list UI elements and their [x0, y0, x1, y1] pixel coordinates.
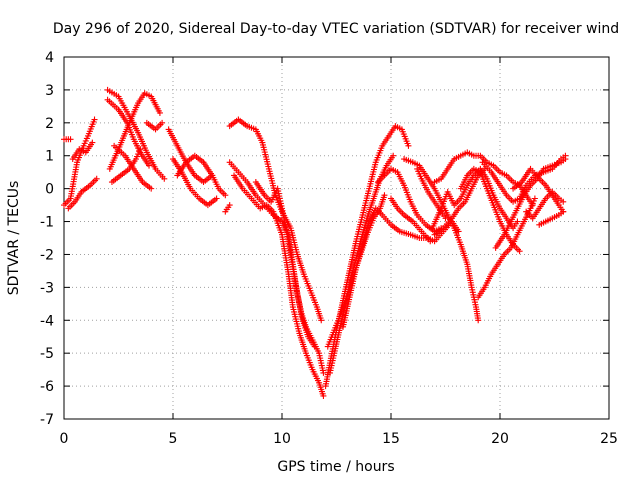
data-point-marker	[161, 175, 168, 182]
data-point-marker	[475, 317, 482, 324]
y-tick-label: -7	[40, 412, 54, 428]
y-tick-labels: -7 -6 -5 -4 -3 -2 -1 0 1 2 3 4	[40, 50, 54, 428]
data-point-marker	[318, 317, 325, 324]
x-tick-label: 0	[60, 431, 69, 447]
plot-frame	[63, 56, 610, 420]
series-track-y	[401, 156, 482, 324]
axis-ticks	[63, 56, 610, 420]
series-track-ai	[523, 188, 567, 222]
data-marks	[61, 86, 569, 399]
data-point-marker	[381, 192, 388, 199]
y-tick-label: 4	[45, 50, 54, 66]
data-point-marker	[320, 369, 327, 376]
series-track-l	[170, 156, 220, 209]
series-track-b	[61, 116, 98, 209]
data-point-marker	[427, 238, 434, 245]
y-tick-label: -1	[40, 215, 54, 231]
data-point-marker	[137, 146, 144, 153]
series-track-ah	[510, 165, 567, 215]
data-point-marker	[156, 109, 163, 116]
y-tick-label: -5	[40, 346, 54, 362]
x-tick-label: 10	[273, 431, 291, 447]
series-track-i	[111, 142, 155, 192]
data-point-marker	[516, 248, 523, 255]
series-track-m	[174, 152, 216, 179]
series-track-c	[65, 175, 100, 212]
data-point-marker	[531, 195, 538, 202]
series-track-o	[226, 116, 325, 324]
series-track-n	[222, 202, 233, 215]
data-point-marker	[91, 116, 98, 123]
data-point-marker	[320, 392, 327, 399]
data-point-marker	[222, 192, 229, 199]
x-tick-label: 20	[491, 431, 509, 447]
series-track-aj	[536, 208, 567, 228]
data-point-marker	[209, 172, 216, 179]
series-track-a	[61, 136, 74, 143]
data-point-marker	[93, 175, 100, 182]
data-point-marker	[560, 208, 567, 215]
y-tick-label: 0	[45, 182, 54, 198]
series-track-w	[374, 165, 445, 235]
data-point-marker	[148, 185, 155, 192]
series-track-ae	[475, 195, 538, 301]
data-point-marker	[159, 119, 166, 126]
series-track-d	[69, 139, 96, 163]
y-tick-label: -3	[40, 280, 54, 296]
y-tick-label: 2	[45, 116, 54, 132]
data-point-marker	[442, 215, 449, 222]
x-tick-label: 15	[382, 431, 400, 447]
data-point-marker	[146, 162, 153, 169]
series-track-t	[326, 152, 397, 376]
x-tick-label: 5	[169, 431, 178, 447]
series-track-g	[106, 90, 163, 172]
y-tick-label: -6	[40, 379, 54, 395]
series-track-e	[104, 86, 168, 182]
y-tick-label: 1	[45, 149, 54, 165]
data-point-marker	[213, 195, 220, 202]
series-track-ag	[492, 156, 569, 251]
chart-title: Day 296 of 2020, Sidereal Day-to-day VTE…	[53, 21, 619, 37]
series-track-j	[143, 119, 166, 133]
x-tick-label: 25	[600, 431, 618, 447]
y-tick-label: -4	[40, 313, 54, 329]
series-track-ad	[431, 165, 488, 238]
x-tick-labels: 0 5 10 15 20 25	[60, 431, 618, 447]
series-track-r	[252, 179, 318, 350]
y-tick-label: 3	[45, 83, 54, 99]
data-point-marker	[514, 218, 521, 225]
grid-lines	[64, 57, 609, 419]
data-point-marker	[405, 142, 412, 149]
series-track-h	[108, 146, 144, 186]
data-point-marker	[560, 198, 567, 205]
data-point-marker	[89, 139, 96, 146]
x-axis-label: GPS time / hours	[277, 459, 394, 475]
data-point-marker	[311, 343, 318, 350]
series-track-v	[340, 205, 462, 330]
data-point-marker	[67, 136, 74, 143]
data-point-marker	[390, 152, 397, 159]
y-tick-label: -2	[40, 247, 54, 263]
data-point-marker	[562, 156, 569, 163]
data-point-marker	[226, 202, 233, 209]
y-axis-label: SDTVAR / TECUs	[6, 181, 22, 296]
series-track-x	[388, 195, 434, 245]
series-track-q	[231, 172, 327, 399]
series-track-ac	[457, 165, 523, 255]
